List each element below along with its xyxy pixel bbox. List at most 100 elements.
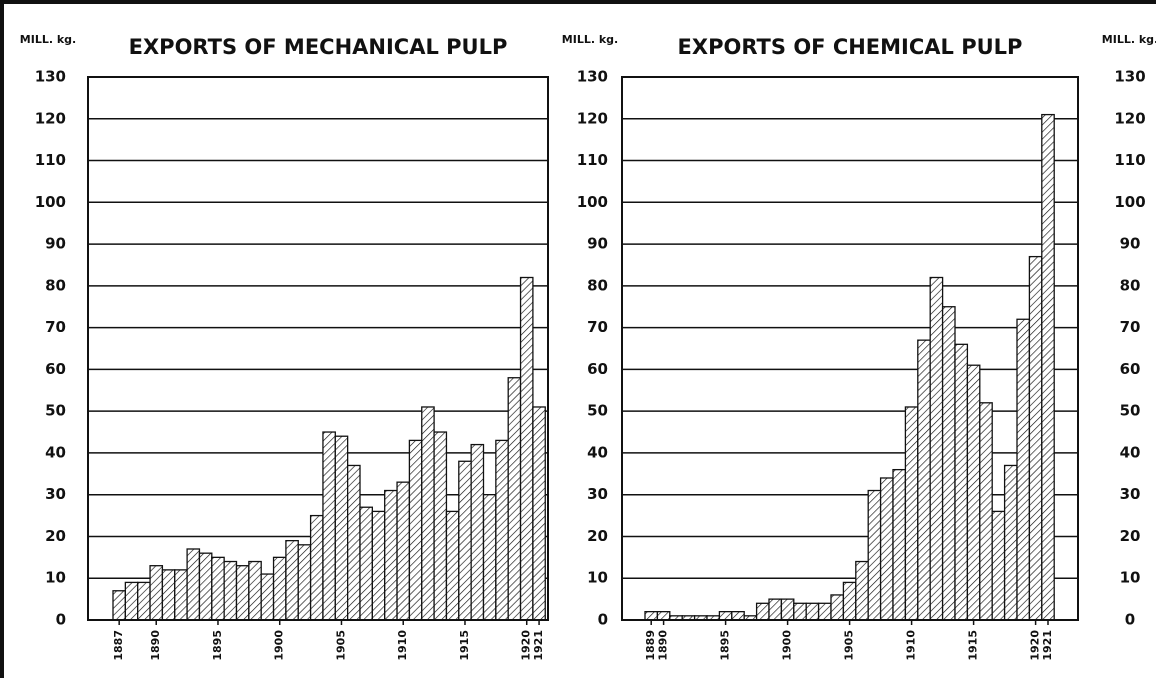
x-tick-label: 1910: [396, 630, 409, 661]
y-tick-label: 80: [587, 276, 608, 294]
bar: [482, 494, 497, 621]
bar: [384, 489, 398, 621]
bar: [161, 569, 176, 621]
bar: [979, 402, 993, 621]
bar: [879, 477, 894, 621]
x-tick-label: 1920: [520, 630, 533, 661]
bar: [966, 364, 981, 621]
bar: [198, 552, 213, 621]
x-tick-label: 1905: [334, 630, 347, 661]
bar: [954, 343, 969, 621]
bar: [941, 306, 956, 621]
bar: [174, 569, 188, 621]
bar: [755, 602, 770, 621]
bar: [346, 464, 361, 621]
y-tick-label: 40: [45, 443, 66, 461]
y2-tick-label: 20: [1120, 527, 1141, 545]
bar: [731, 610, 745, 621]
y-tick-label: 110: [35, 151, 66, 169]
bar: [112, 590, 127, 621]
y-tick-label: 20: [587, 527, 608, 545]
plot-frame: [87, 76, 549, 621]
bar: [186, 548, 201, 621]
y-tick-label: 80: [45, 276, 66, 294]
bar: [1003, 464, 1018, 621]
bar: [817, 602, 832, 621]
plot-frame: [621, 76, 1079, 621]
y2-tick-label: 130: [1114, 68, 1145, 86]
bar: [644, 610, 659, 621]
y-tick-label: 30: [45, 485, 66, 503]
bar: [235, 565, 250, 621]
bar: [892, 468, 907, 621]
bar: [458, 460, 472, 621]
y2-tick-label: 120: [1114, 109, 1145, 127]
x-tick-label: 1921: [532, 630, 545, 661]
y2-tick-label: 80: [1120, 276, 1141, 294]
bar: [929, 276, 944, 621]
bar: [1041, 113, 1055, 621]
bar: [991, 510, 1006, 621]
x-tick-label: 1890: [657, 630, 670, 661]
bar: [297, 544, 312, 621]
bar: [805, 602, 820, 621]
y-tick-label: 90: [45, 235, 66, 253]
y-tick-label: 70: [45, 318, 66, 336]
y2-tick-label: 110: [1114, 151, 1145, 169]
x-tick-label: 1915: [458, 630, 471, 661]
y-tick-label: 40: [587, 443, 608, 461]
bar: [309, 514, 324, 621]
y-tick-label: 0: [56, 611, 66, 629]
y-tick-label: 10: [587, 569, 608, 587]
bar: [433, 431, 448, 621]
bar: [1016, 318, 1031, 621]
y-tick-label: 60: [587, 360, 608, 378]
axis-unit: MILL. kg.: [20, 33, 76, 46]
y-tick-label: 110: [577, 151, 608, 169]
bar: [137, 581, 151, 621]
x-tick-label: 1887: [112, 630, 125, 661]
bar: [507, 377, 522, 621]
bar: [272, 556, 287, 621]
bar: [124, 581, 139, 621]
y-tick-label: 60: [45, 360, 66, 378]
bar: [495, 439, 509, 621]
bar: [211, 556, 225, 621]
y2-tick-label: 90: [1120, 235, 1141, 253]
bar: [917, 339, 931, 621]
bar: [904, 406, 919, 621]
bar: [260, 573, 275, 621]
x-tick-label: 1889: [644, 630, 657, 661]
y2-tick-label: 30: [1120, 485, 1141, 503]
bar: [322, 431, 336, 621]
chart-title: EXPORTS OF MECHANICAL PULP: [129, 35, 508, 59]
x-tick-label: 1921: [1041, 630, 1054, 661]
bar: [519, 276, 534, 621]
y-tick-label: 20: [45, 527, 66, 545]
y-tick-label: 130: [577, 68, 608, 86]
bar: [359, 506, 374, 621]
x-tick-label: 1890: [149, 630, 162, 661]
bar: [223, 560, 238, 621]
y-tick-label: 50: [45, 402, 66, 420]
y2-tick-label: 40: [1120, 443, 1141, 461]
y-tick-label: 130: [35, 68, 66, 86]
bar: [768, 598, 783, 621]
y-tick-label: 0: [598, 611, 608, 629]
y-tick-label: 120: [577, 109, 608, 127]
y-tick-label: 70: [587, 318, 608, 336]
y2-tick-label: 60: [1120, 360, 1141, 378]
x-tick-label: 1915: [967, 630, 980, 661]
bar: [396, 481, 411, 621]
y-tick-label: 30: [587, 485, 608, 503]
bar: [855, 560, 869, 621]
x-tick-label: 1900: [273, 630, 286, 661]
y2-tick-label: 50: [1120, 402, 1141, 420]
bar: [842, 581, 857, 621]
bar: [656, 610, 671, 621]
y-tick-label: 120: [35, 109, 66, 127]
x-tick-label: 1920: [1029, 630, 1042, 661]
y2-tick-label: 70: [1120, 318, 1141, 336]
